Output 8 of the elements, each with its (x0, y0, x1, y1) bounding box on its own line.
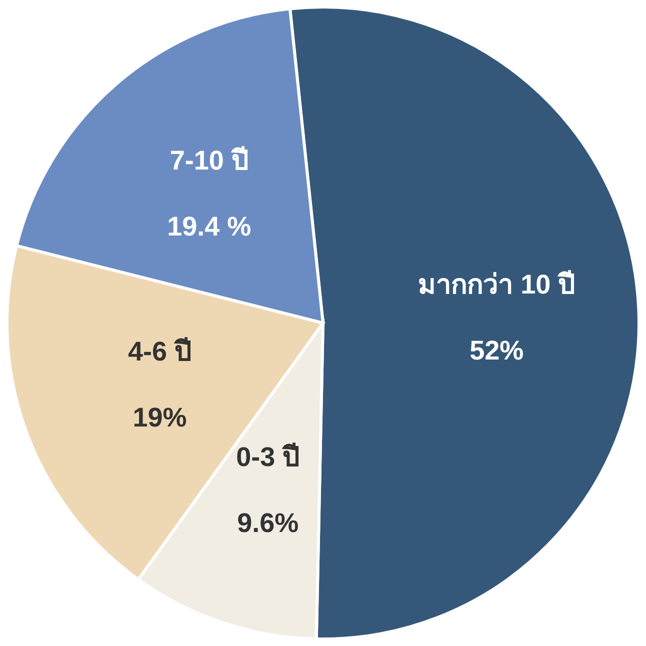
slice-label: มากกว่า 10 ปี (418, 270, 576, 300)
slice-label: 0-3 ปี (236, 442, 300, 472)
data-label: 9.6% (237, 508, 299, 538)
data-label: 19% (132, 402, 187, 433)
slice-label: 4-6 ปี (128, 336, 192, 367)
data-label: 19.4 % (167, 212, 252, 242)
slice-label: 7-10 ปี (170, 146, 248, 176)
data-label: 52% (470, 336, 524, 366)
